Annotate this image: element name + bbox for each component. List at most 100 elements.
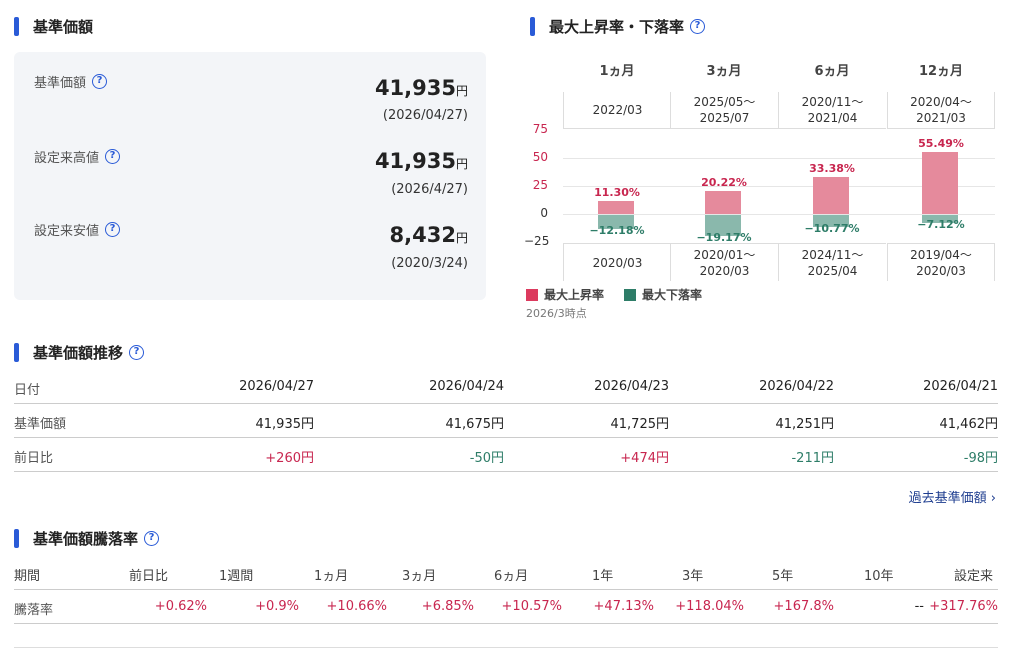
high-date: (2026/4/27) <box>391 182 468 197</box>
help-icon[interactable]: ? <box>144 531 160 546</box>
period-text: 2020/03 <box>593 255 643 271</box>
period-line: 2019/04〜 <box>910 247 972 262</box>
period-label: 3ヵ月 <box>706 64 742 79</box>
bar-down-label: −10.77% <box>804 222 860 236</box>
help-icon[interactable]: ? <box>690 19 706 34</box>
table-cell: -50円 <box>469 451 504 466</box>
table-cell: 2026/04/23 <box>594 379 669 394</box>
down-period-box: 2019/04〜 2020/03 <box>887 243 995 281</box>
table-cell: 設定来 <box>954 569 994 584</box>
table-cell: 1ヵ月 <box>314 569 349 584</box>
table-cell: +47.13% <box>593 599 654 614</box>
legend-swatch <box>526 289 538 301</box>
table-cell: 2026/04/24 <box>429 379 504 394</box>
down-period-box: 2020/01〜 2020/03 <box>670 243 778 281</box>
low-value: 8,432円 <box>389 223 468 247</box>
up-period-box: 2025/05〜 2025/07 <box>670 92 778 129</box>
up-period-box: 2020/04〜 2021/03 <box>887 92 995 129</box>
table-cell: 1年 <box>592 569 614 584</box>
period-line: 2024/11〜 <box>801 247 864 262</box>
bar-up <box>922 151 958 214</box>
table-cell: +260円 <box>265 451 314 466</box>
divider <box>14 647 998 648</box>
max-rate-chart: 75 50 25 0 −25 1ヵ月 2022/03 2020/03 11.30% −12.18%… <box>524 64 995 281</box>
help-icon[interactable]: ? <box>105 149 121 164</box>
high-label: 設定来高値? <box>34 147 121 166</box>
period-line: 2021/03 <box>916 111 966 125</box>
table-cell: 41,251円 <box>775 417 835 432</box>
table-cell: 2026/04/21 <box>923 379 998 394</box>
bar-down <box>705 215 741 237</box>
period-line: 2025/07 <box>699 111 750 125</box>
period-label: 12ヵ月 <box>918 64 964 79</box>
down-period-box: 2024/11〜 2025/04 <box>778 243 886 281</box>
bar-up <box>705 191 741 214</box>
period-text: 2020/01〜 2020/03 <box>694 247 756 279</box>
table-cell: +317.76% <box>929 599 998 614</box>
table-cell: +118.04% <box>675 599 744 614</box>
period-text: 2019/04〜 2020/03 <box>910 247 972 279</box>
table-cell: 41,935円 <box>255 417 315 432</box>
legend-item-down: 最大下落率 <box>624 286 702 303</box>
help-icon[interactable]: ? <box>129 345 145 360</box>
table-row: 基準価額 41,935円 41,675円 41,725円 41,251円 41,462円 <box>14 404 998 438</box>
period-line: 2020/03 <box>916 263 966 278</box>
table-cell: 3ヵ月 <box>402 569 437 584</box>
bar-down-label: −12.18% <box>589 223 645 237</box>
legend-item-up: 最大上昇率 <box>526 286 604 303</box>
nav-panel: 基準価額? 41,935円 (2026/04/27) 設定来高値? 41,935… <box>14 52 486 300</box>
nav-date: (2026/04/27) <box>382 108 468 123</box>
help-icon[interactable]: ? <box>105 222 121 237</box>
table-cell: 6ヵ月 <box>494 569 529 584</box>
bar-down-label: −7.12% <box>917 217 965 231</box>
past-nav-link[interactable]: 過去基準価額 › <box>908 491 996 506</box>
y-tick-label: 0 <box>540 206 548 220</box>
period-line: 2022/03 <box>592 103 643 117</box>
table-cell: 日付 <box>14 383 41 398</box>
y-tick-label: 75 <box>532 122 548 136</box>
table-cell: +167.8% <box>773 599 834 614</box>
legend-swatch <box>624 289 637 301</box>
table-cell: 2026/04/22 <box>759 379 834 394</box>
bar-down <box>813 215 849 228</box>
y-tick-label: 50 <box>532 150 548 164</box>
bar-up-label: 33.38% <box>809 161 855 175</box>
period-text: 2022/03 <box>593 102 643 118</box>
period-line: 2020/01〜 <box>693 247 756 262</box>
period-text: 2020/04〜 2021/03 <box>910 94 972 126</box>
chevron-right-icon: › <box>990 491 996 506</box>
low-date: (2020/3/24) <box>391 256 468 271</box>
bar-down <box>598 215 634 229</box>
table-cell: 期間 <box>14 569 41 584</box>
table-header: 期間 前日比 1週間 1ヵ月 3ヵ月 6ヵ月 1年 3年 5年 10年 設定来 <box>14 556 998 590</box>
bar-up-label: 11.30% <box>594 186 640 200</box>
table-cell: -98円 <box>963 451 998 466</box>
gridline <box>563 158 995 159</box>
table-cell: +10.66% <box>326 599 387 614</box>
table-cell: +6.85% <box>421 599 474 614</box>
table-cell: +10.57% <box>501 599 562 614</box>
table-row: 騰落率 +0.62% +0.9% +10.66% +6.85% +10.57% +47.13… <box>14 590 998 624</box>
period-line: 2020/04〜 <box>910 95 972 109</box>
help-icon[interactable]: ? <box>92 74 108 89</box>
bar-up <box>598 201 634 214</box>
low-label: 設定来安値? <box>34 220 121 239</box>
table-cell: 騰落率 <box>14 603 54 618</box>
y-tick-label: −25 <box>524 234 550 248</box>
table-cell: +0.9% <box>255 599 299 614</box>
y-tick-label: 25 <box>532 178 548 192</box>
bar-up <box>813 176 849 214</box>
section-title-returns: 基準価額騰落率? <box>14 528 160 549</box>
nav-label: 基準価額? <box>34 72 108 91</box>
period-line: 2021/04 <box>807 111 858 125</box>
period-line: 2020/11〜 <box>801 95 864 109</box>
section-title-history: 基準価額推移? <box>14 342 145 363</box>
up-period-box: 2022/03 <box>563 92 671 129</box>
bar-up-label: 55.49% <box>918 136 964 150</box>
period-text: 2020/11〜 2021/04 <box>802 94 864 126</box>
table-cell: 前日比 <box>129 569 169 584</box>
table-cell: 5年 <box>772 569 794 584</box>
table-cell: +474円 <box>620 451 669 466</box>
bar-down <box>922 215 958 223</box>
period-label: 6ヵ月 <box>814 64 850 79</box>
